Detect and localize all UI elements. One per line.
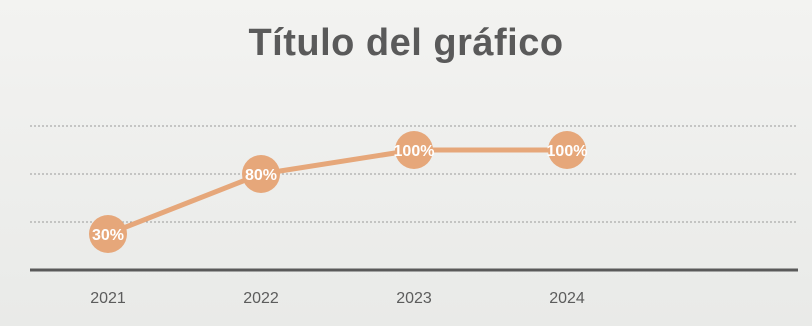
data-label: 100% <box>394 143 435 160</box>
x-tick-label: 2022 <box>243 290 279 307</box>
data-point-marker <box>89 215 127 253</box>
x-tick-label: 2023 <box>396 290 432 307</box>
x-tick-label: 2021 <box>90 290 126 307</box>
data-label: 30% <box>92 227 124 244</box>
chart-title: Título del gráfico <box>248 22 564 64</box>
data-point-marker <box>395 131 433 169</box>
x-tick-label: 2024 <box>549 290 585 307</box>
series-line <box>105 147 570 237</box>
data-point-marker <box>548 131 586 169</box>
data-label: 80% <box>245 167 277 184</box>
data-label: 100% <box>547 143 588 160</box>
data-point-marker <box>242 155 280 193</box>
